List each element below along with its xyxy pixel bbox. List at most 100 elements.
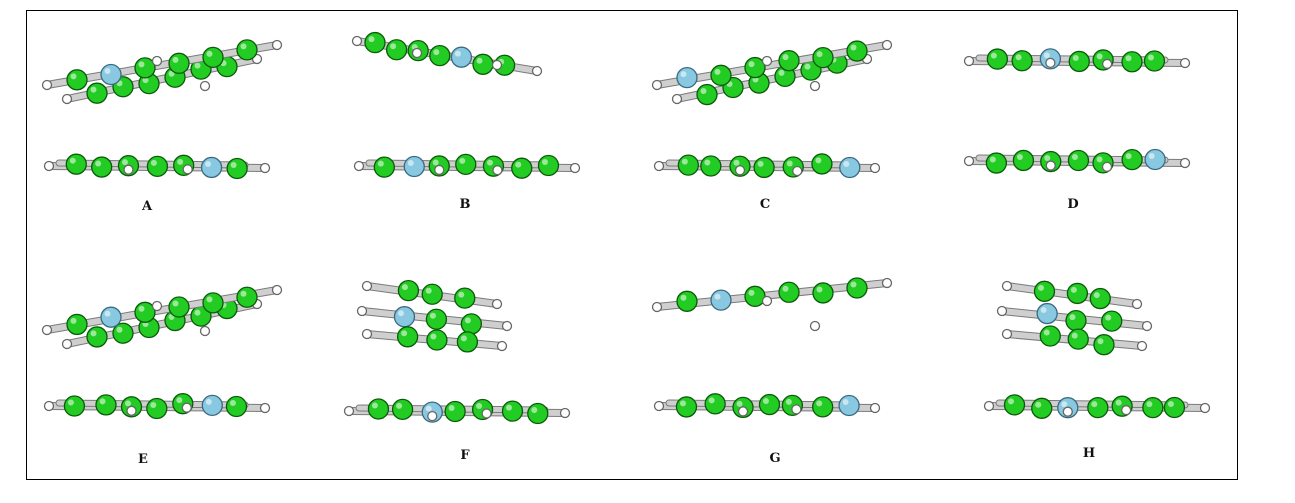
hydrogen-atom <box>1136 340 1148 352</box>
carbon-atom-highlight <box>1105 314 1112 321</box>
hydrogen-atom <box>151 55 163 67</box>
molecule-top-view-g <box>651 277 893 332</box>
carbon-atom <box>168 52 190 74</box>
hydrogen-atom-highlight <box>572 165 575 168</box>
nitrogen-atom <box>100 306 122 328</box>
carbon-atom-highlight <box>816 286 823 293</box>
carbon-atom-highlight <box>1097 338 1104 345</box>
carbon-atom-highlight <box>150 401 157 408</box>
carbon-atom <box>1067 149 1090 172</box>
hydrogen-atom-highlight <box>966 158 969 161</box>
nitrogen-atom-highlight <box>842 398 849 405</box>
carbon-atom-highlight <box>1125 153 1132 160</box>
carbon-atom-highlight <box>1044 155 1051 162</box>
carbon-atom <box>1121 149 1143 171</box>
hydrogen-atom-highlight <box>1104 163 1107 167</box>
hydrogen-atom-highlight <box>793 406 797 410</box>
hydrogen-atom <box>199 325 211 337</box>
hydrogen-atom-highlight <box>986 403 989 406</box>
carbon-atom-highlight <box>541 158 548 165</box>
hydrogen-atom <box>123 164 134 175</box>
carbon-atom <box>537 154 560 177</box>
hydrogen-atom-highlight <box>262 165 265 168</box>
hydrogen-atom <box>259 162 271 174</box>
nitrogen-atom <box>100 63 122 86</box>
carbon-atom <box>146 397 168 420</box>
panel-h: H <box>977 266 1217 461</box>
nitrogen-atom-highlight <box>407 160 414 167</box>
carbon-atom-highlight <box>778 69 785 76</box>
carbon-atom-highlight <box>1070 286 1077 293</box>
carbon-atom-highlight <box>121 159 128 166</box>
carbon-atom-highlight <box>1091 401 1098 408</box>
hydrogen-atom <box>531 65 543 77</box>
panel-label-b: B <box>459 197 471 212</box>
panel-label-h: H <box>1082 446 1096 461</box>
nitrogen-atom <box>403 155 425 178</box>
carbon-atom <box>1012 149 1035 172</box>
carbon-atom-highlight <box>401 330 408 337</box>
hydrogen-atom <box>1101 161 1113 172</box>
carbon-atom-highlight <box>1147 54 1154 61</box>
nitrogen-atom-highlight <box>205 398 212 405</box>
carbon-atom <box>429 44 451 67</box>
hydrogen-atom-highlight <box>44 82 47 85</box>
hydrogen-atom-highlight <box>740 408 743 412</box>
carbon-atom <box>225 395 248 418</box>
hydrogen-atom <box>43 400 55 412</box>
carbon-atom-highlight <box>90 86 97 93</box>
carbon-atom <box>1011 50 1033 72</box>
hydrogen-atom <box>963 155 975 167</box>
carbon-atom <box>710 64 732 86</box>
carbon-atom <box>202 46 224 69</box>
nitrogen-atom-highlight <box>104 310 111 317</box>
hydrogen-atom <box>199 80 211 92</box>
panel-label-c: C <box>759 197 771 212</box>
hydrogen-atom <box>126 405 137 416</box>
nitrogen-atom-highlight <box>454 50 461 57</box>
carbon-atom-highlight <box>714 68 721 75</box>
hydrogen-atom <box>43 160 55 172</box>
hydrogen-atom <box>651 79 663 91</box>
carbon-atom-highlight <box>240 290 247 297</box>
carbon-atom-highlight <box>757 160 764 167</box>
carbon-atom-highlight <box>206 296 213 303</box>
carbon-atom-highlight <box>990 52 997 59</box>
hydrogen-atom <box>791 404 802 415</box>
molecule-top-view-b <box>351 31 543 77</box>
carbon-atom <box>676 290 698 312</box>
carbon-atom-highlight <box>458 291 465 298</box>
molecule-side-view-f <box>343 398 571 425</box>
carbon-atom <box>65 153 87 175</box>
carbon-atom-highlight <box>396 402 403 409</box>
carbon-atom <box>778 50 800 72</box>
hydrogen-atom <box>963 55 975 67</box>
hydrogen-atom-highlight <box>654 82 657 85</box>
hydrogen-atom-highlight <box>429 413 433 416</box>
hydrogen-atom-highlight <box>674 96 677 99</box>
carbon-atom <box>472 53 494 75</box>
hydrogen-atom <box>569 162 581 174</box>
carbon-atom <box>753 156 775 179</box>
hydrogen-atom-highlight <box>483 410 487 414</box>
carbon-atom <box>146 155 169 178</box>
hydrogen-atom <box>41 324 53 336</box>
carbon-atom-highlight <box>206 50 213 57</box>
carbon-atom <box>1142 396 1164 419</box>
panel-a: A <box>37 31 283 214</box>
hydrogen-atom-highlight <box>64 341 67 344</box>
carbon-atom-highlight <box>125 400 132 407</box>
carbon-atom-highlight <box>460 335 467 342</box>
nitrogen-atom <box>1036 302 1058 325</box>
hydrogen-atom-highlight <box>184 166 188 170</box>
carbon-atom <box>1087 396 1109 419</box>
nitrogen-atom-highlight <box>1148 152 1155 159</box>
hydrogen-atom <box>1141 320 1153 332</box>
hydrogen-atom-highlight <box>154 303 157 306</box>
carbon-atom-highlight <box>1096 53 1103 60</box>
figure-frame: A B C D E F G H <box>26 10 1238 480</box>
carbon-atom-highlight <box>1093 292 1100 299</box>
carbon-atom-highlight <box>99 398 106 405</box>
carbon-atom-highlight <box>989 156 996 163</box>
molecule-side-view-b <box>353 153 581 179</box>
